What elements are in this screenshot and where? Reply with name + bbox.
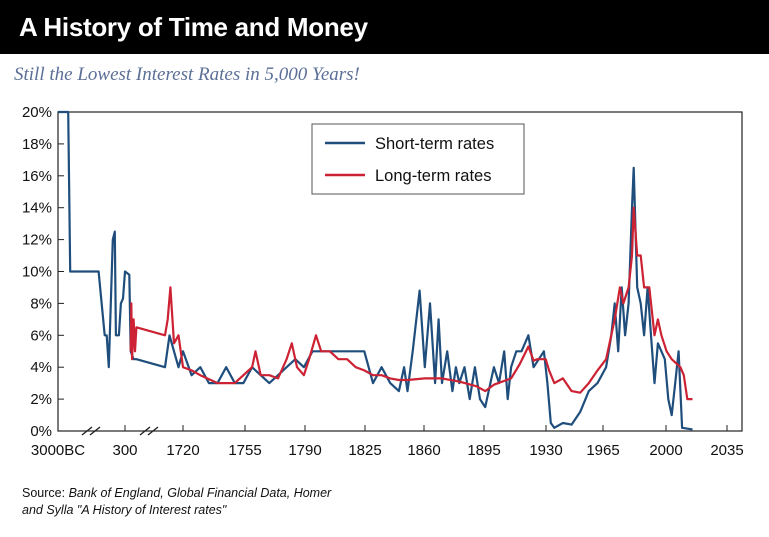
y-tick-label: 2% xyxy=(30,391,52,408)
series-line-long-term xyxy=(129,206,693,401)
legend: Short-term rates Long-term rates xyxy=(311,123,525,195)
y-tick-label: 14% xyxy=(22,200,52,217)
x-tick-label: 1930 xyxy=(529,442,562,459)
axis-break-mark xyxy=(147,426,159,436)
y-tick-label: 6% xyxy=(30,327,52,344)
source-line2: and Sylla "A History of Interest rates" xyxy=(22,503,227,517)
y-tick-label: 8% xyxy=(30,295,52,312)
chart-subtitle: Still the Lowest Interest Rates in 5,000… xyxy=(14,64,360,85)
y-tick-label: 10% xyxy=(22,264,52,281)
x-tick-label: 2035 xyxy=(710,442,743,459)
y-tick-label: 4% xyxy=(30,359,52,376)
x-tick-label: 1965 xyxy=(586,442,619,459)
chart-title: A History of Time and Money xyxy=(19,12,368,42)
axis-break-mark xyxy=(139,426,151,436)
x-tick-label: 2000 xyxy=(649,442,682,459)
axis-break-mark xyxy=(89,426,101,436)
source-prefix: Source: xyxy=(22,486,69,500)
y-tick-label: 12% xyxy=(22,232,52,249)
legend-label-long-term: Long-term rates xyxy=(375,167,491,185)
x-tick-label: 1755 xyxy=(228,442,261,459)
x-tick-label: 300 xyxy=(112,442,137,459)
series-line-short-term xyxy=(58,110,693,431)
y-tick-label: 0% xyxy=(30,423,52,440)
y-tick-label: 16% xyxy=(22,168,52,185)
y-tick-label: 18% xyxy=(22,136,52,153)
x-tick-label: 1720 xyxy=(166,442,199,459)
source-note: Source: Bank of England, Global Financia… xyxy=(22,485,331,519)
legend-box xyxy=(311,123,525,195)
x-tick-label: 1895 xyxy=(467,442,500,459)
title-bar: A History of Time and Money xyxy=(0,0,769,54)
axis-break-mark xyxy=(81,426,93,436)
y-tick-label: 20% xyxy=(22,104,52,121)
legend-label-short-term: Short-term rates xyxy=(375,135,494,153)
source-line1: Bank of England, Global Financial Data, … xyxy=(68,486,332,500)
x-tick-label: 1825 xyxy=(348,442,381,459)
x-tick-label: 1860 xyxy=(407,442,440,459)
x-tick-label: 1790 xyxy=(288,442,321,459)
x-tick-label: 3000BC xyxy=(31,442,85,459)
interest-rate-chart: 0% 2% 4% 6% 8% 10% 12% 16% 18% 20% 14% 3000BC 300 172… xyxy=(22,104,744,459)
